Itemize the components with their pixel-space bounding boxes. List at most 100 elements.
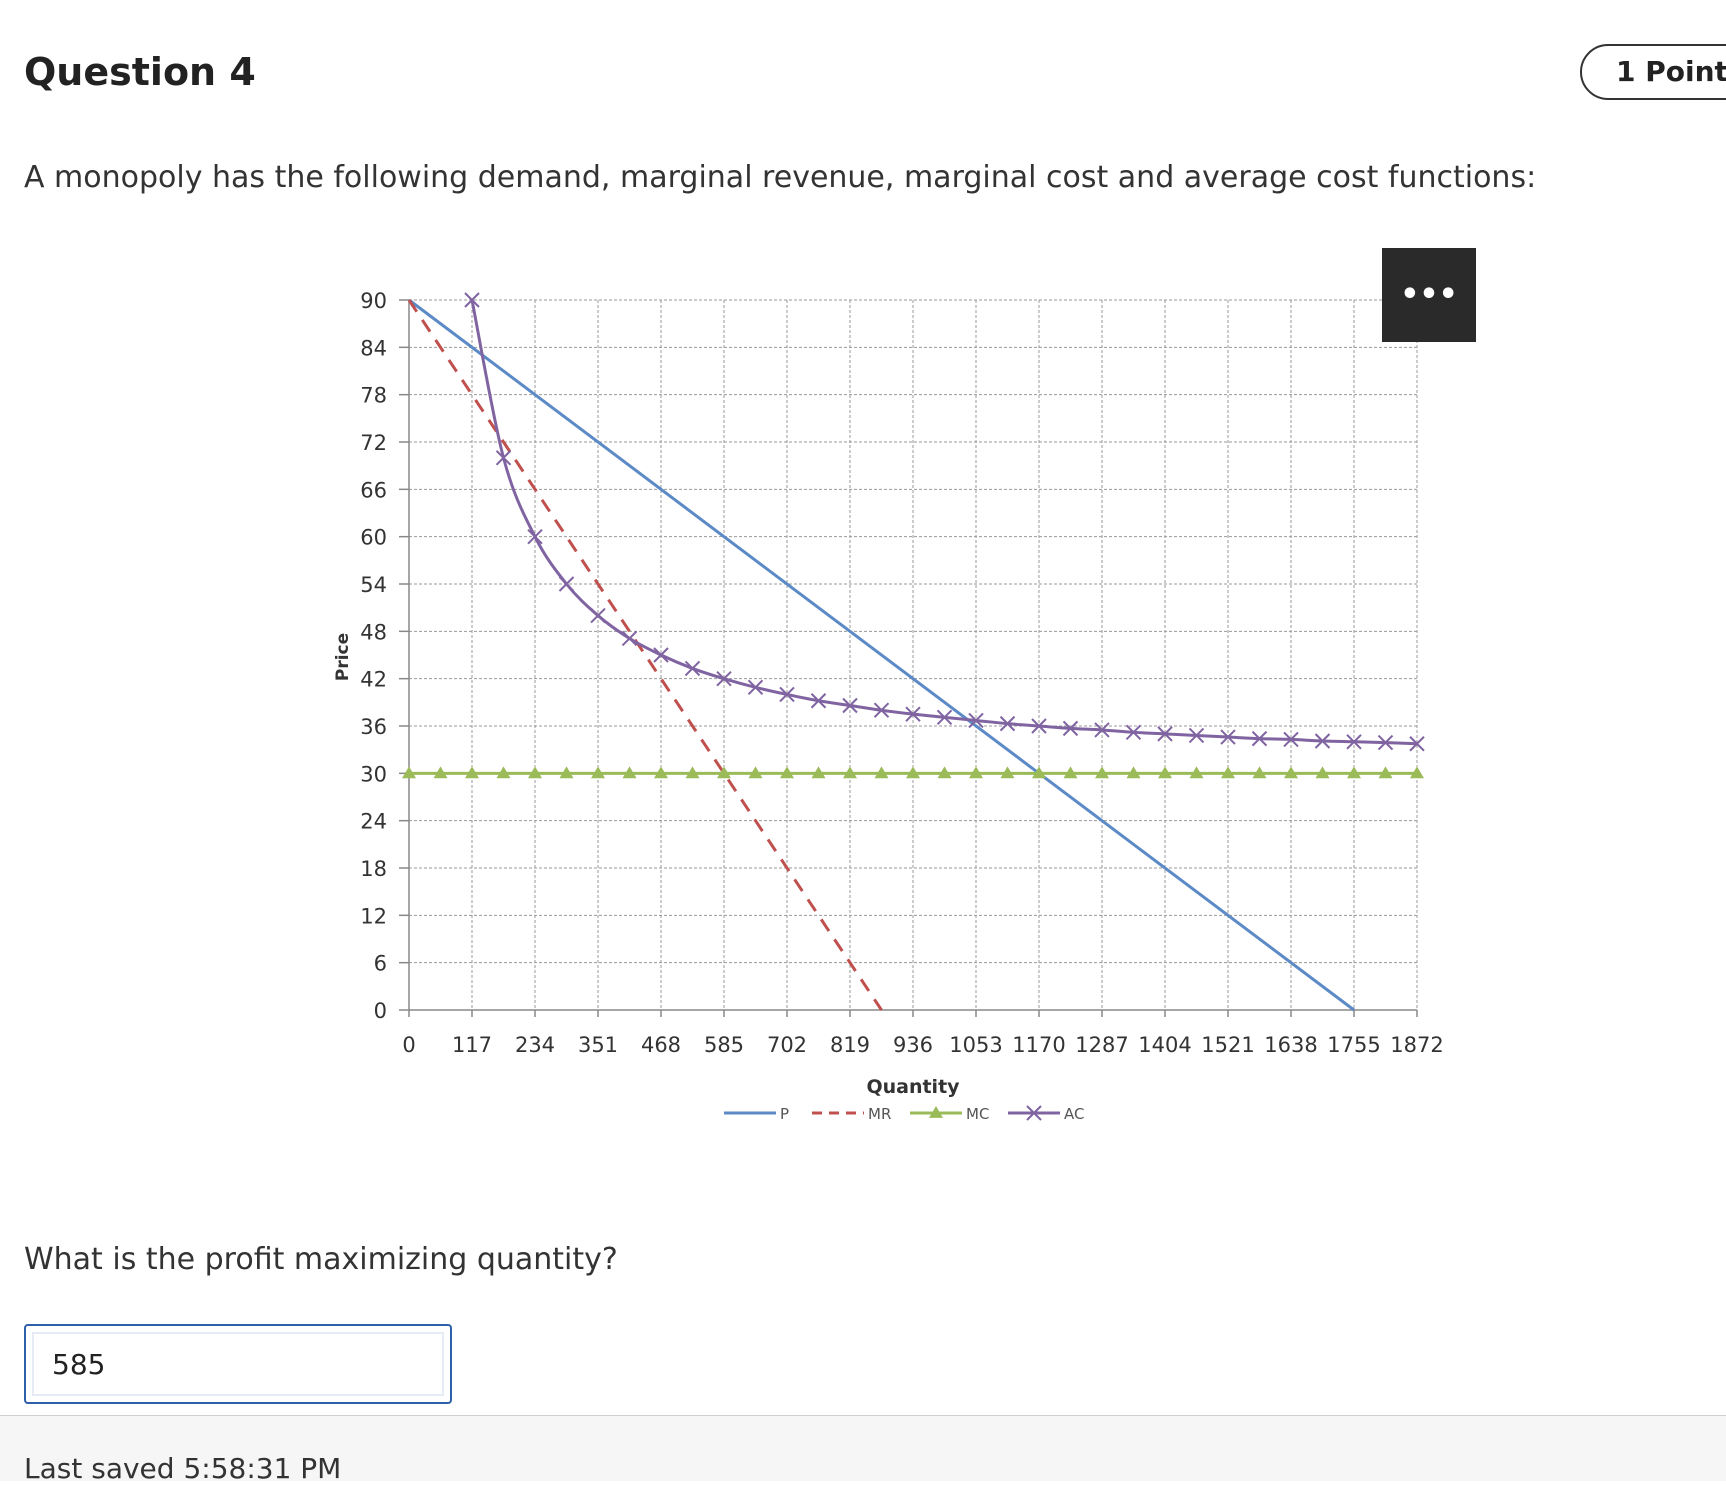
point-ac	[968, 712, 984, 729]
point-ac	[1094, 722, 1110, 738]
point-mc	[937, 766, 952, 779]
point-ac	[905, 706, 921, 722]
x-tick-label: 117	[452, 1033, 492, 1057]
point-mc	[1063, 766, 1078, 779]
point-mc	[1189, 766, 1204, 779]
point-ac	[810, 693, 827, 709]
point-mc	[1347, 766, 1361, 779]
y-tick-label: 90	[360, 289, 387, 313]
points-badge: 1 Point	[1580, 44, 1726, 100]
x-axis-label: Quantity	[866, 1076, 960, 1098]
x-tick-label: 1638	[1264, 1033, 1317, 1057]
footer-bar: Last saved 5:58:31 PM	[0, 1415, 1726, 1485]
point-ac	[684, 660, 701, 677]
point-ac	[936, 709, 953, 726]
point-mc	[969, 766, 983, 779]
point-ac	[495, 450, 512, 466]
legend-label-p: P	[780, 1105, 789, 1123]
point-mc	[748, 766, 763, 779]
point-ac	[590, 607, 606, 624]
point-ac	[1377, 734, 1394, 751]
point-mc	[1158, 766, 1172, 779]
point-mc	[496, 766, 511, 779]
point-mc	[1126, 766, 1141, 779]
legend-item-p: P	[724, 1105, 789, 1123]
point-mc	[874, 766, 889, 779]
y-tick-label: 12	[360, 904, 387, 928]
point-ac	[464, 292, 480, 308]
x-tick-label: 936	[893, 1033, 933, 1057]
point-mc	[559, 766, 574, 779]
x-tick-label: 1170	[1012, 1033, 1065, 1057]
point-mc	[843, 766, 857, 779]
chart-axes	[399, 299, 1418, 1017]
x-tick-label: 351	[578, 1033, 618, 1057]
point-mc	[1284, 766, 1298, 779]
legend-item-ac: AC	[1008, 1105, 1084, 1123]
point-mc	[528, 766, 542, 779]
x-tick-label: 585	[704, 1033, 744, 1057]
point-mc	[465, 766, 479, 779]
point-mc	[433, 766, 448, 779]
series-mr	[407, 299, 883, 1011]
series-ac	[464, 292, 1425, 752]
point-mc	[654, 766, 668, 779]
point-mc	[1252, 766, 1267, 779]
point-mc	[811, 766, 826, 779]
chart-legend: P MR MC AC	[724, 1105, 1084, 1123]
legend-label-ac: AC	[1064, 1105, 1084, 1123]
point-mc	[591, 766, 605, 779]
point-mc	[780, 766, 794, 779]
answer-box	[24, 1324, 452, 1404]
point-mc	[717, 766, 731, 779]
y-tick-label: 42	[360, 668, 387, 692]
question-ask: What is the profit maximizing quantity?	[24, 1242, 618, 1277]
series-line-ac	[470, 299, 1418, 746]
x-tick-label: 1521	[1201, 1033, 1254, 1057]
point-mc	[1000, 766, 1015, 779]
point-ac	[1346, 734, 1362, 750]
point-mc	[402, 766, 416, 779]
series-line-mr	[407, 299, 883, 1011]
legend-item-mr: MR	[812, 1105, 891, 1123]
last-saved-status: Last saved 5:58:31 PM	[24, 1452, 342, 1485]
point-ac	[653, 647, 669, 663]
y-tick-label: 84	[360, 336, 387, 360]
point-ac	[1125, 724, 1142, 741]
point-ac	[558, 576, 575, 592]
point-mc	[1032, 766, 1046, 779]
legend-marker-mc	[929, 1106, 943, 1118]
legend-item-mc: MC	[910, 1105, 989, 1123]
y-axis-label: Price	[333, 633, 353, 681]
x-tick-label: 1287	[1075, 1033, 1128, 1057]
point-mc	[906, 766, 920, 779]
question-prompt: A monopoly has the following demand, mar…	[24, 160, 1537, 195]
y-tick-label: 54	[360, 573, 387, 597]
point-mc	[1095, 766, 1109, 779]
answer-input[interactable]	[32, 1332, 444, 1396]
point-mc	[1410, 766, 1424, 779]
y-tick-label: 36	[360, 715, 387, 739]
point-ac	[527, 528, 543, 545]
x-tick-label: 702	[767, 1033, 807, 1057]
y-tick-label: 60	[360, 526, 387, 550]
point-mc	[622, 766, 637, 779]
series-p	[408, 298, 1355, 1012]
question-title: Question 4	[24, 50, 256, 94]
x-tick-label: 234	[515, 1033, 555, 1057]
y-tick-label: 24	[360, 810, 387, 834]
point-mc	[685, 766, 700, 779]
point-ac	[716, 670, 732, 687]
y-tick-label: 48	[360, 620, 387, 644]
point-ac	[1251, 730, 1268, 747]
more-options-button[interactable]: •••	[1382, 248, 1476, 342]
chart-grid	[408, 299, 1418, 1011]
y-tick-label: 30	[360, 762, 387, 786]
x-tick-label: 1404	[1138, 1033, 1191, 1057]
y-tick-label: 18	[360, 857, 387, 881]
point-ac	[1314, 733, 1331, 749]
point-ac	[747, 679, 764, 696]
point-ac	[1220, 729, 1236, 745]
point-mc	[1378, 766, 1393, 779]
chart-labels: 0 117 234 351 468 585 702 819 936 1053 1170 1287 140…	[333, 289, 1444, 1098]
